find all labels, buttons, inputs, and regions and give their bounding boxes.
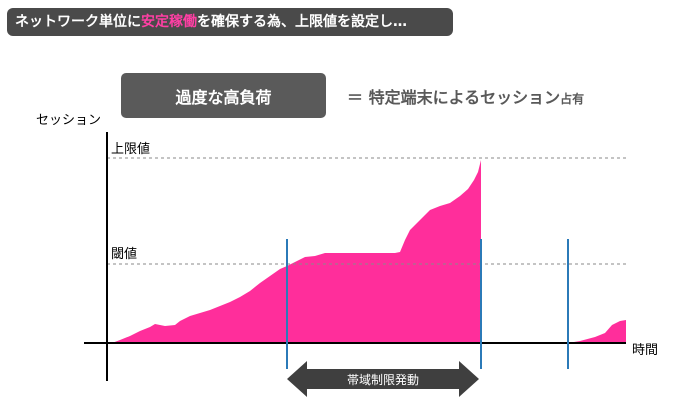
arrow-label: 帯域制限発動 bbox=[347, 373, 419, 387]
x-axis-label: 時間 bbox=[632, 343, 658, 358]
callout-label: 過度な高負荷 bbox=[175, 87, 272, 107]
title-banner: ネットワーク単位に安定稼働を確保する為、上限値を設定し… bbox=[7, 8, 453, 36]
y-axis-label: セッション bbox=[36, 113, 101, 128]
banner-text-pre: ネットワーク単位に bbox=[15, 14, 141, 30]
banner-text-post: を確保する為、上限値を設定し… bbox=[197, 14, 407, 30]
banner-text-highlight: 安定稼働 bbox=[141, 14, 197, 30]
callout-equals-text: ＝ 特定端末によるセッション bbox=[347, 88, 561, 107]
session-area-recovery bbox=[568, 320, 626, 343]
upper-limit-label: 上限値 bbox=[111, 141, 150, 157]
overload-callout: 過度な高負荷 bbox=[121, 73, 326, 118]
callout-equals-small: 占有 bbox=[560, 92, 585, 106]
session-area-main bbox=[112, 160, 481, 343]
callout-definition: ＝ 特定端末によるセッション占有 bbox=[347, 84, 584, 108]
threshold-label: 閾値 bbox=[111, 246, 137, 262]
bandwidth-limit-arrow bbox=[287, 361, 479, 397]
